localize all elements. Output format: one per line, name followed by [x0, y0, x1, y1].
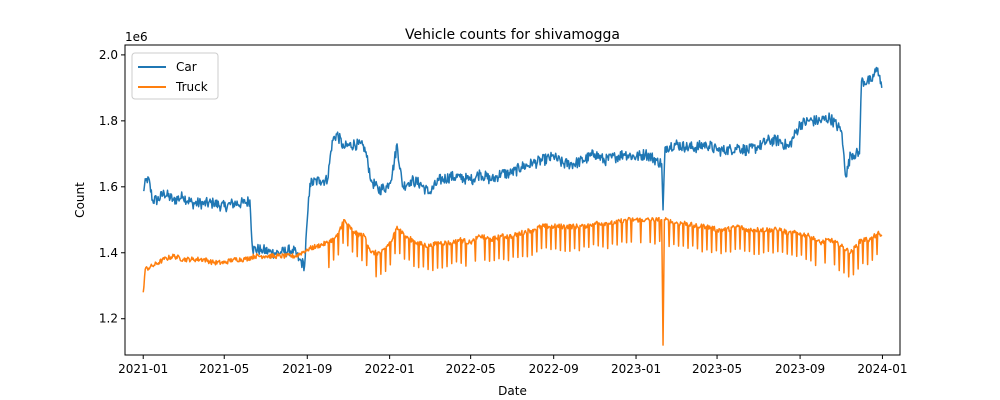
series-lines	[142, 66, 883, 346]
plot-area	[124, 44, 901, 356]
x-tick-label: 2022-09	[529, 362, 579, 376]
x-tick-label: 2024-01	[857, 362, 907, 376]
series-line-car	[142, 66, 883, 272]
chart-title: Vehicle counts for shivamogga	[405, 27, 620, 43]
legend-label-truck: Truck	[175, 80, 208, 94]
x-tick-label: 2022-01	[365, 362, 415, 376]
x-axis-label: Date	[498, 384, 527, 398]
plot-frame	[124, 44, 901, 356]
y-tick-label: 1.2	[99, 312, 118, 326]
y-tick-label: 1.8	[99, 114, 118, 128]
x-axis: 2021-01 2021-05 2021-09 2022-01 2022-05 2022-…	[118, 355, 908, 376]
legend-label-car: Car	[176, 60, 197, 74]
x-tick-label: 2022-05	[446, 362, 496, 376]
x-tick-label: 2023-09	[775, 362, 825, 376]
x-tick-label: 2021-09	[282, 362, 332, 376]
y-axis: 1.2 1.4 1.6 1.8 2.0	[99, 48, 125, 326]
y-offset-label: 1e6	[125, 30, 148, 44]
y-tick-label: 1.4	[99, 246, 118, 260]
x-tick-label: 2023-05	[692, 362, 742, 376]
y-tick-label: 2.0	[99, 48, 118, 62]
y-axis-label: Count	[73, 182, 87, 218]
x-tick-label: 2023-01	[611, 362, 661, 376]
series-line-truck	[142, 216, 883, 346]
x-tick-label: 2021-05	[199, 362, 249, 376]
y-tick-label: 1.6	[99, 180, 118, 194]
x-tick-label: 2021-01	[118, 362, 168, 376]
legend: Car Truck	[131, 52, 219, 100]
